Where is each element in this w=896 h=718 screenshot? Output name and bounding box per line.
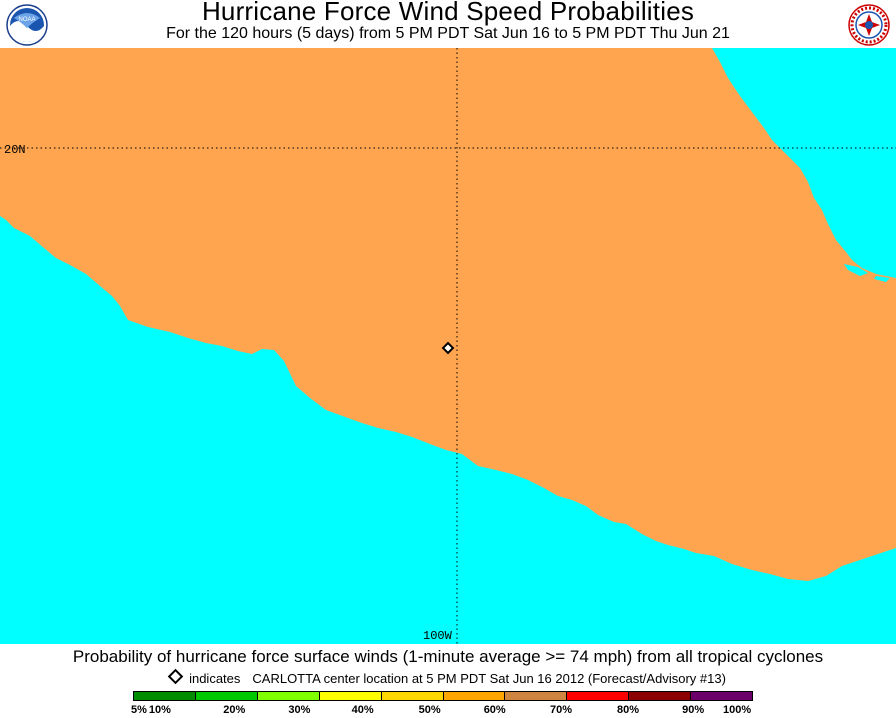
legend-caption: Probability of hurricane force surface w… (72, 647, 824, 666)
scale-segment (381, 692, 444, 700)
svg-text:NOAA: NOAA (18, 17, 35, 23)
scale-label: 40% (351, 704, 374, 716)
scale-label: 70% (550, 704, 573, 716)
probability-scale-labels: 5% 10% 20% 30% 40% 50% 60% 70% 80% 90% 100% (0, 704, 896, 718)
lagoon-1 (844, 264, 868, 276)
scale-label: 60% (483, 704, 506, 716)
scale-segment (319, 692, 382, 700)
scale-label: 30% (288, 704, 311, 716)
storm-center-diamond-icon (441, 341, 455, 355)
probability-color-scale (133, 691, 753, 701)
lagoon-2 (874, 276, 890, 282)
indicator-row: indicates CARLOTTA center location at 5 P… (0, 668, 896, 686)
scale-segment (567, 692, 630, 700)
footer-legend: Probability of hurricane force surface w… (0, 644, 896, 716)
scale-label: 80% (617, 704, 640, 716)
page-subtitle: For the 120 hours (5 days) from 5 PM PDT… (166, 25, 730, 42)
scale-label: 10% (148, 704, 171, 716)
scale-segment (257, 692, 320, 700)
scale-segment (505, 692, 568, 700)
indicator-label: indicates (189, 671, 241, 686)
diamond-icon (167, 668, 184, 685)
scale-label: 20% (223, 704, 246, 716)
scale-label: 50% (418, 704, 441, 716)
scale-segment (195, 692, 258, 700)
map-canvas: 20N 100W (0, 48, 896, 644)
page-title: Hurricane Force Wind Speed Probabilities (201, 0, 695, 26)
scale-label: 100% (723, 704, 752, 716)
longitude-label: 100W (423, 629, 453, 643)
probability-map: 20N 100W (0, 48, 896, 644)
scale-label: 5% (131, 704, 147, 716)
scale-segment (691, 692, 753, 700)
scale-segment (629, 692, 692, 700)
scale-segment (443, 692, 506, 700)
scale-label: 90% (682, 704, 705, 716)
header: NOAA Hurricane Force Wind Speed Probabil… (0, 0, 896, 48)
scale-segment (134, 692, 196, 700)
indicator-text: CARLOTTA center location at 5 PM PDT Sat… (252, 671, 726, 686)
nws-logo-icon (848, 4, 890, 46)
latitude-label: 20N (4, 143, 26, 157)
noaa-logo-icon: NOAA (6, 4, 48, 46)
land-mexico (0, 48, 896, 581)
